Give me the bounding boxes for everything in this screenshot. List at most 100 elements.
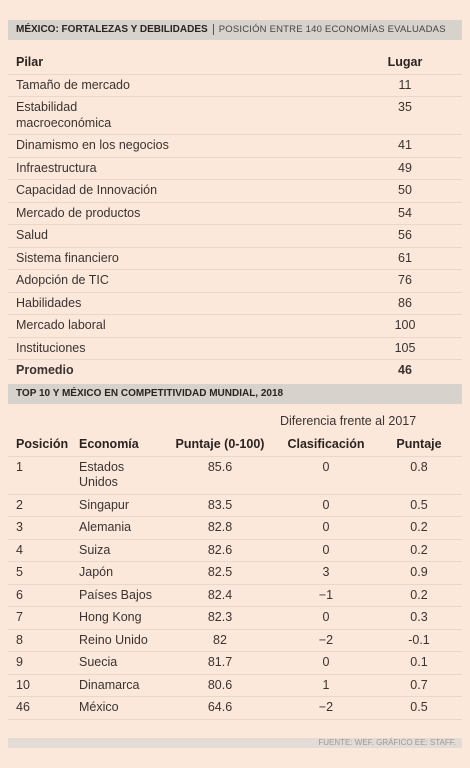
table-cell: Adopción de TIC (8, 269, 348, 293)
cell-text: 100 (394, 318, 416, 332)
table-cell: 9 (8, 651, 71, 675)
table-cell: 76 (348, 269, 462, 293)
table-row: 2 Singapur 83.5 0 0.5 (8, 494, 462, 517)
table-cell: 11 (348, 74, 462, 97)
table-cell: 2 (8, 494, 71, 517)
table-row: Mercado laboral 100 (8, 314, 462, 338)
table-cell: 82.4 (164, 584, 276, 607)
table-cell: Mercado laboral (8, 314, 348, 338)
table-cell: 81.7 (164, 651, 276, 675)
cell-text: Capacidad de Innovación (16, 183, 158, 197)
cell-text: 0.5 (410, 700, 428, 714)
cell-text: Habilidades (16, 295, 82, 310)
ranking-bar: TOP 10 Y MÉXICO EN COMPETITIVIDAD MUNDIA… (8, 384, 462, 404)
table-cell: 0.7 (376, 674, 462, 697)
cell-text: 82.8 (207, 520, 233, 534)
cell-text: Países Bajos (79, 587, 152, 602)
table-cell: 0.2 (376, 584, 462, 607)
cell-text: 83.5 (207, 497, 233, 512)
table-cell: 0.2 (376, 539, 462, 562)
cell-text: −2 (318, 632, 334, 647)
cell-text: 3 (322, 565, 330, 579)
table-cell: 5 (8, 561, 71, 585)
cell-text: Dinamismo en los negocios (16, 138, 169, 152)
table-cell: 0 (276, 539, 376, 562)
cell-text: 0 (322, 520, 330, 534)
cell-text: México (79, 700, 119, 714)
table-cell: Tamaño de mercado (8, 74, 348, 97)
cell-text: 46 (398, 363, 412, 377)
cell-text: Japón (79, 565, 114, 579)
table-cell: 83.5 (164, 494, 276, 517)
cell-text: Sistema financiero (16, 250, 119, 265)
table-cell: Suecia (71, 651, 164, 675)
table-cell: 100 (348, 314, 462, 338)
table-row: Dinamismo en los negocios 41 (8, 134, 462, 158)
table-row: 6 Países Bajos 82.4 −1 0.2 (8, 584, 462, 607)
table-cell: 82.8 (164, 516, 276, 540)
table-cell: 1 (8, 456, 71, 495)
table-cell: 3 (8, 516, 71, 540)
table-cell: -0.1 (376, 629, 462, 652)
cell-text: 82.3 (207, 610, 233, 624)
separator (212, 24, 214, 35)
table-cell: Estados Unidos (71, 456, 164, 495)
table-row: 9 Suecia 81.7 0 0.1 (8, 651, 462, 675)
table-cell: 10 (8, 674, 71, 697)
table-cell: 49 (348, 157, 462, 180)
cell-text: 1 (322, 677, 330, 692)
cell-text: 0.2 (410, 520, 428, 534)
table-cell: −2 (276, 629, 376, 652)
cell-text: 1 (16, 459, 23, 474)
table-cell: Hong Kong (71, 606, 164, 630)
table-cell: 0 (276, 456, 376, 495)
table-cell: 54 (348, 202, 462, 225)
table-row: Infraestructura 49 (8, 157, 462, 180)
cell-text: Infraestructura (16, 160, 97, 175)
table-cell: 61 (348, 247, 462, 270)
table-row: Capacidad de Innovación 50 (8, 179, 462, 203)
table-cell: 0.1 (376, 651, 462, 675)
table-row: Habilidades 86 (8, 292, 462, 315)
table-cell: 0.3 (376, 606, 462, 630)
table-cell: Japón (71, 561, 164, 585)
table-cell: 82.3 (164, 606, 276, 630)
table-cell: Estabilidad macroeconómica (8, 96, 348, 135)
cell-text: 0 (322, 497, 330, 512)
table-cell: 82.6 (164, 539, 276, 562)
cell-text: 56 (398, 228, 412, 242)
table-row: 3 Alemania 82.8 0 0.2 (8, 516, 462, 540)
cell-text: 0.2 (410, 542, 428, 557)
cell-text: 0.5 (410, 497, 428, 512)
cell-text: Suiza (79, 542, 111, 557)
ranking-table: Posición Economía Puntaje (0-100) Clasif… (8, 434, 462, 720)
cell-text: Mercado laboral (16, 318, 106, 332)
table-cell: Instituciones (8, 337, 348, 360)
cell-text: 0 (322, 655, 330, 669)
table-cell: Singapur (71, 494, 164, 517)
cell-text: 64.6 (207, 700, 233, 714)
column-header: Economía (71, 434, 164, 457)
cell-text: 82.5 (207, 565, 233, 579)
cell-text: Reino Unido (79, 632, 148, 647)
cell-text: 10 (16, 677, 30, 692)
table-cell: 50 (348, 179, 462, 203)
cell-text: 54 (398, 205, 412, 220)
cell-text: Hong Kong (79, 610, 142, 624)
cell-text: 82 (213, 632, 227, 647)
cell-text: 11 (398, 77, 412, 92)
table-row: 5 Japón 82.5 3 0.9 (8, 561, 462, 585)
table-cell: Capacidad de Innovación (8, 179, 348, 203)
table-cell: Mercado de productos (8, 202, 348, 225)
table-cell: 0.2 (376, 516, 462, 540)
table-row: 7 Hong Kong 82.3 0 0.3 (8, 606, 462, 630)
table-cell: Dinamarca (71, 674, 164, 697)
table-row: Tamaño de mercado 11 (8, 74, 462, 97)
table-cell: 6 (8, 584, 71, 607)
table-cell: Habilidades (8, 292, 348, 315)
group-header: Diferencia frente al 2017 (280, 414, 417, 428)
table-cell: Reino Unido (71, 629, 164, 652)
cell-text: 0.2 (410, 587, 428, 602)
cell-text: 76 (398, 273, 412, 287)
